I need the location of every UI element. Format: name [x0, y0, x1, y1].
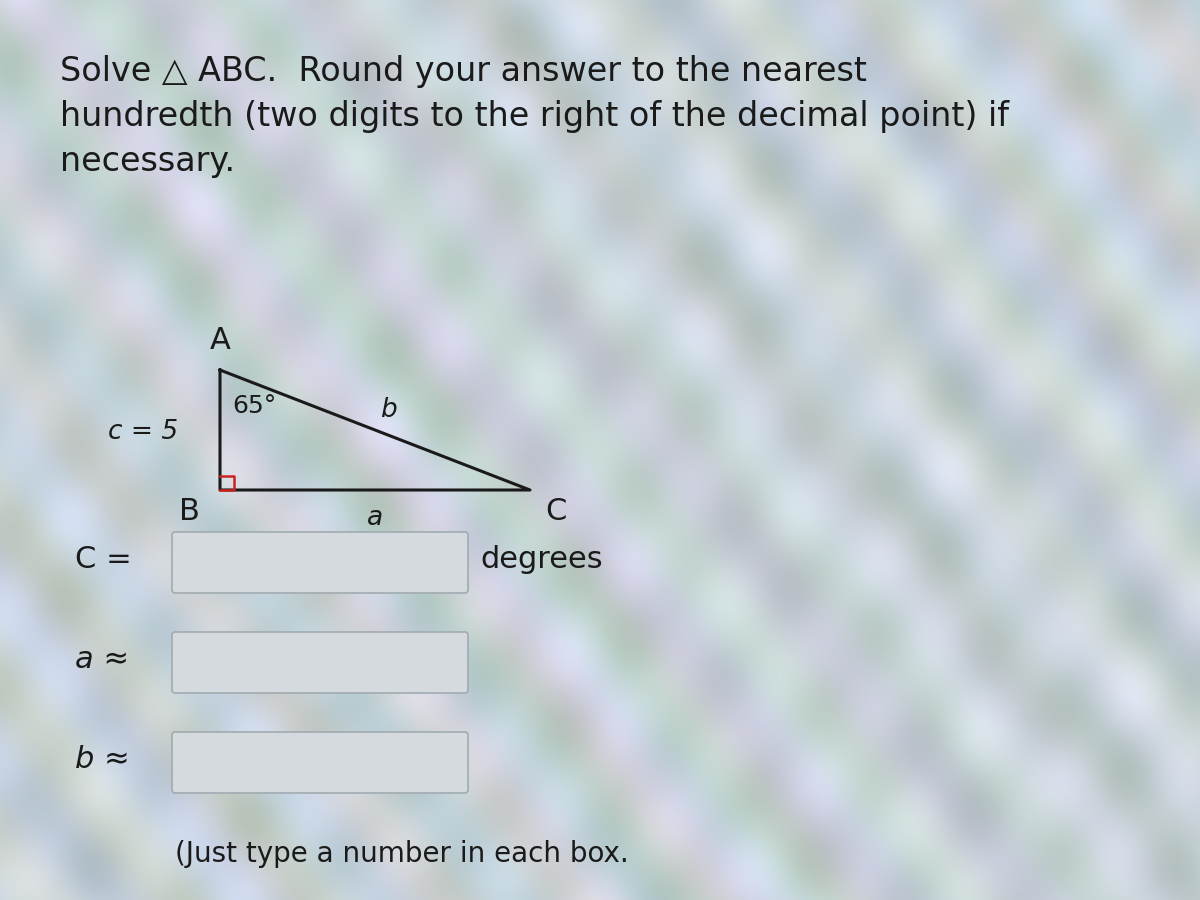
Text: c = 5: c = 5	[108, 419, 178, 445]
Text: necessary.: necessary.	[60, 145, 235, 178]
FancyBboxPatch shape	[172, 632, 468, 693]
Text: hundredth (two digits to the right of the decimal point) if: hundredth (two digits to the right of th…	[60, 100, 1009, 133]
Text: a: a	[367, 505, 383, 531]
Text: C: C	[545, 497, 566, 526]
Text: a ≈: a ≈	[74, 645, 130, 674]
Text: C =: C =	[74, 545, 132, 574]
Text: 65°: 65°	[232, 394, 276, 418]
Text: Solve △ ABC.  Round your answer to the nearest: Solve △ ABC. Round your answer to the ne…	[60, 55, 866, 88]
Text: degrees: degrees	[480, 545, 602, 574]
FancyBboxPatch shape	[172, 532, 468, 593]
Text: A: A	[210, 326, 230, 355]
Text: b: b	[380, 397, 397, 423]
FancyBboxPatch shape	[172, 732, 468, 793]
Text: B: B	[179, 497, 200, 526]
Text: (Just type a number in each box.: (Just type a number in each box.	[175, 840, 629, 868]
Text: b ≈: b ≈	[74, 745, 130, 775]
